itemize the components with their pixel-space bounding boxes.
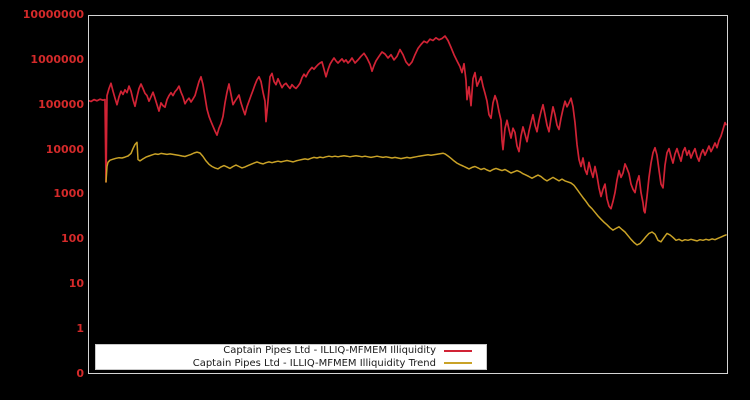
y-tick-label: 1000 — [53, 187, 84, 201]
legend-entry-illiquidity-trend: Captain Pipes Ltd - ILLIQ-MFMEM Illiquid… — [96, 358, 472, 370]
y-tick-label: 100000 — [38, 97, 84, 111]
illiquidity-trend-line — [105, 141, 727, 246]
plot-svg — [88, 15, 728, 374]
legend-entry-illiquidity: Captain Pipes Ltd - ILLIQ-MFMEM Illiquid… — [96, 345, 472, 357]
legend-label-illiquidity-trend: Captain Pipes Ltd - ILLIQ-MFMEM Illiquid… — [192, 357, 436, 369]
y-tick-label: 1000000 — [30, 52, 84, 66]
y-axis-ticks: 10000000 1000000 100000 10000 1000 100 10 1 0 — [0, 0, 84, 400]
y-tick-label: 10000 — [45, 142, 84, 156]
y-tick-label: 1 — [76, 322, 84, 335]
y-tick-label: 10000000 — [22, 8, 84, 21]
y-tick-label: 100 — [61, 232, 84, 246]
illiquidity-line-swatch-icon — [444, 349, 472, 352]
y-tick-label: 10 — [68, 277, 84, 291]
plot-area — [88, 15, 728, 374]
legend-box: Captain Pipes Ltd - ILLIQ-MFMEM Illiquid… — [95, 344, 487, 370]
y-tick-label: 0 — [76, 366, 84, 380]
legend-label-illiquidity: Captain Pipes Ltd - ILLIQ-MFMEM Illiquid… — [223, 345, 436, 357]
plot-frame — [88, 15, 728, 374]
trend-line-swatch-icon — [444, 362, 472, 365]
illiquidity-line — [88, 35, 727, 214]
